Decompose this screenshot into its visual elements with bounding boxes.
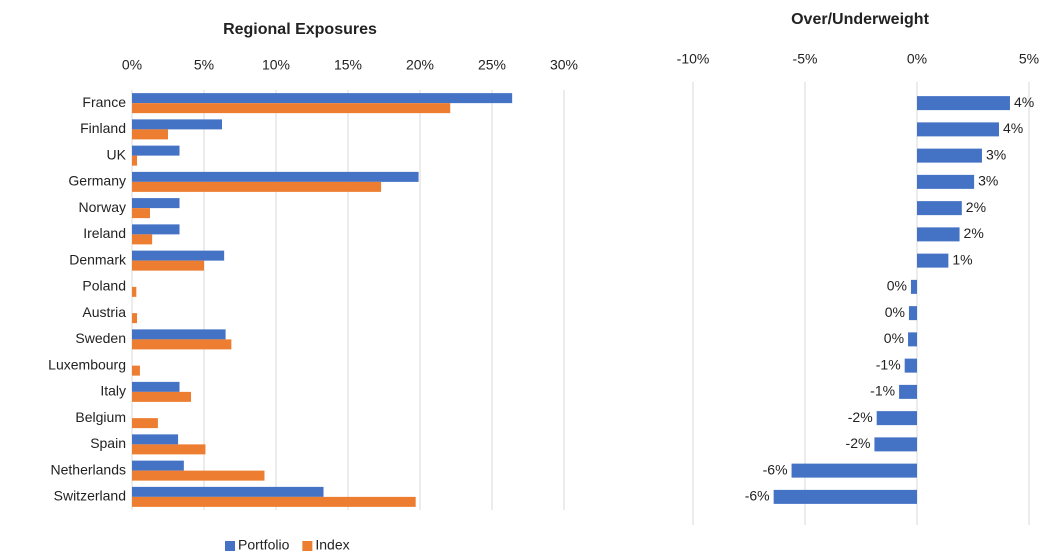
data-label: 3%: [986, 146, 1006, 162]
bar: [874, 437, 917, 452]
data-label: -2%: [846, 435, 871, 451]
data-label: 3%: [978, 173, 998, 189]
bar: [904, 358, 917, 373]
bar: [132, 496, 416, 507]
x-tick-label: 5%: [1019, 51, 1039, 67]
data-label: 2%: [964, 225, 984, 241]
x-tick-label: 0%: [122, 57, 142, 73]
bar: [876, 411, 917, 426]
bar: [908, 332, 917, 347]
bar: [132, 381, 180, 392]
y-tick-label: Luxembourg: [48, 356, 126, 372]
bar: [132, 155, 138, 166]
bar: [132, 391, 192, 402]
y-tick-label: Poland: [82, 278, 126, 294]
legend-swatch: [225, 541, 235, 551]
bar: [917, 122, 999, 137]
legend-label: Portfolio: [238, 537, 290, 553]
x-tick-label: 20%: [406, 57, 434, 73]
bar: [132, 339, 232, 350]
data-label: 4%: [1014, 94, 1034, 110]
legend-label: Index: [315, 537, 349, 553]
y-tick-label: Netherlands: [51, 461, 127, 477]
bar: [791, 463, 917, 478]
y-tick-label: UK: [107, 146, 127, 162]
bar: [908, 306, 917, 321]
y-tick-label: Austria: [82, 304, 126, 320]
x-tick-label: 30%: [550, 57, 578, 73]
bar: [132, 470, 265, 481]
y-tick-label: Belgium: [75, 409, 126, 425]
data-label: 0%: [884, 330, 904, 346]
bar: [132, 365, 140, 376]
y-tick-label: Spain: [90, 435, 126, 451]
x-tick-label: 0%: [907, 51, 927, 67]
bar: [132, 224, 180, 235]
bar: [917, 227, 960, 242]
bar: [132, 93, 513, 104]
bar: [917, 201, 962, 216]
bar: [132, 260, 204, 271]
bar: [899, 384, 917, 399]
legend-swatch: [302, 541, 313, 551]
x-tick-label: 10%: [262, 57, 290, 73]
x-tick-label: -10%: [677, 51, 710, 67]
bar: [132, 208, 150, 219]
y-tick-label: Ireland: [83, 225, 126, 241]
bar: [132, 250, 225, 261]
bar: [917, 174, 975, 189]
y-tick-label: France: [82, 94, 126, 110]
bar: [132, 234, 153, 245]
bar: [132, 329, 226, 340]
bar: [132, 129, 168, 140]
y-tick-label: Denmark: [69, 251, 127, 267]
chart-title: Regional Exposures: [223, 21, 377, 38]
y-tick-label: Germany: [68, 173, 126, 189]
data-label: -1%: [876, 356, 901, 372]
bar: [132, 313, 138, 324]
data-label: 1%: [952, 251, 972, 267]
bar: [132, 198, 180, 209]
bar: [917, 253, 949, 268]
y-tick-label: Sweden: [75, 330, 126, 346]
bar: [910, 279, 917, 294]
bar: [132, 181, 382, 192]
x-tick-label: -5%: [793, 51, 818, 67]
bar: [132, 145, 180, 156]
data-label: 0%: [887, 278, 907, 294]
bar: [773, 489, 917, 504]
x-tick-label: 15%: [334, 57, 362, 73]
chart-title: Over/Underweight: [791, 11, 929, 28]
bar: [132, 119, 222, 130]
bar: [132, 460, 184, 471]
bar: [132, 171, 419, 182]
data-label: 2%: [966, 199, 986, 215]
y-tick-label: Finland: [80, 120, 126, 136]
bar: [917, 96, 1010, 111]
data-label: -1%: [870, 383, 895, 399]
bar: [132, 486, 324, 497]
data-label: -6%: [763, 461, 788, 477]
x-tick-label: 5%: [194, 57, 214, 73]
data-label: -6%: [745, 488, 770, 504]
data-label: -2%: [848, 409, 873, 425]
x-tick-label: 25%: [478, 57, 506, 73]
bar: [132, 103, 451, 114]
y-tick-label: Norway: [79, 199, 126, 215]
y-tick-label: Italy: [100, 383, 126, 399]
y-tick-label: Switzerland: [54, 488, 126, 504]
bar: [132, 434, 179, 445]
bar: [132, 444, 206, 455]
data-label: 4%: [1003, 120, 1023, 136]
data-label: 0%: [885, 304, 905, 320]
bar: [917, 148, 982, 163]
bar: [132, 286, 137, 297]
bar: [132, 418, 158, 429]
